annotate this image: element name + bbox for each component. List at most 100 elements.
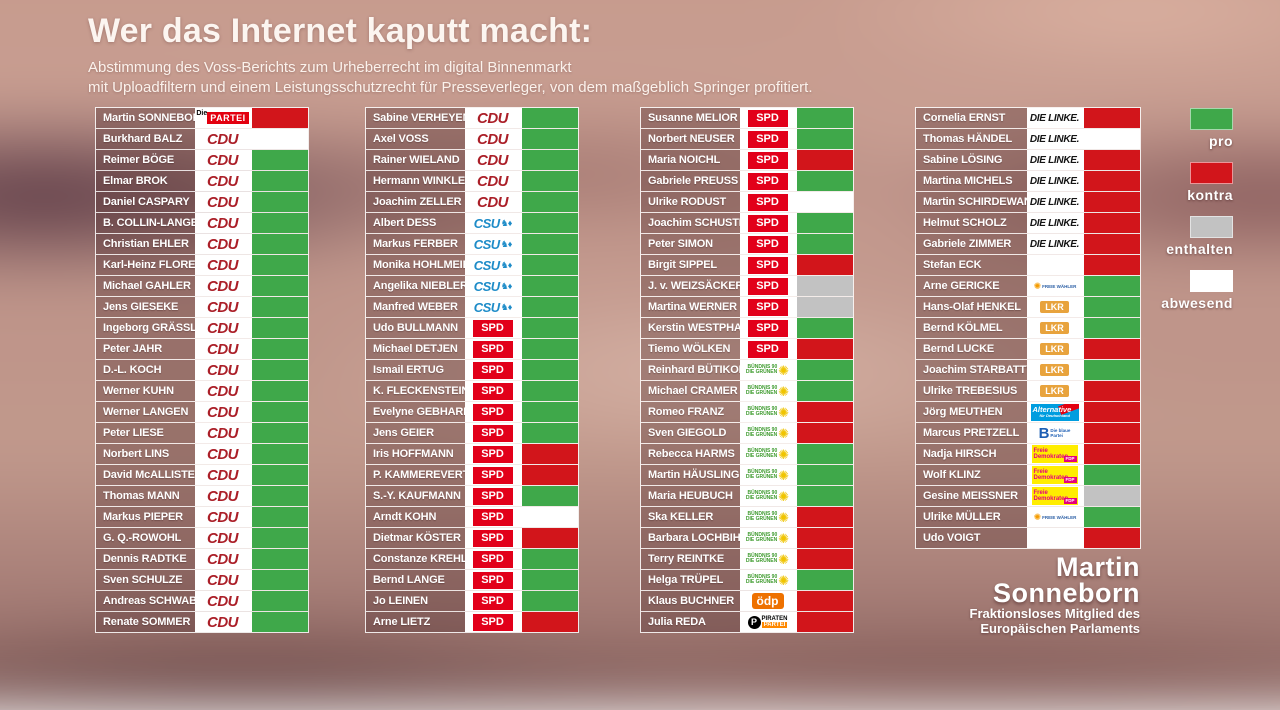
mep-row: Thomas MANN CDU [96, 486, 308, 507]
spd-logo: SPD [740, 129, 795, 149]
vote-cell-pro [520, 108, 578, 128]
vote-cell-kontra [1082, 339, 1140, 359]
vote-cell-kontra [520, 444, 578, 464]
vote-cell-pro [795, 129, 853, 149]
mep-row: Michael CRAMER BÜNDNIS 90 DIE GRÜNEN ✺ [641, 381, 853, 402]
vote-cell-pro [520, 255, 578, 275]
mep-name: Ulrike TREBESIUS [916, 381, 1027, 401]
cdu-logo: CDU [195, 444, 250, 464]
vote-cell-pro [520, 486, 578, 506]
mep-name: B. COLLIN-LANGEN [96, 213, 195, 233]
mep-row: Albert DESS CSU ♞♦ [366, 213, 578, 234]
cdu-logo: CDU [195, 486, 250, 506]
mep-row: Joachim STARBATTY LKR [916, 360, 1140, 381]
mep-name: Martin SONNEBORN [96, 108, 195, 128]
cdu-logo: CDU [195, 234, 250, 254]
mep-name: Cornelia ERNST [916, 108, 1027, 128]
cdu-logo: CDU [195, 213, 250, 233]
mep-row: Joachim SCHUSTERSPD [641, 213, 853, 234]
gruene-logo: BÜNDNIS 90 DIE GRÜNEN ✺ [740, 528, 795, 548]
vote-cell-pro [250, 549, 308, 569]
mep-row: Terry REINTKE BÜNDNIS 90 DIE GRÜNEN ✺ [641, 549, 853, 570]
mep-row: Thomas HÄNDEL DIE LINKE. [916, 129, 1140, 150]
mep-name: Dennis RADTKE [96, 549, 195, 569]
vote-cell-pro [250, 570, 308, 590]
spd-logo: SPD [465, 465, 520, 485]
cdu-logo: CDU [195, 360, 250, 380]
mep-name: Werner LANGEN [96, 402, 195, 422]
mep-name: Werner KUHN [96, 381, 195, 401]
mep-row: Werner LANGEN CDU [96, 402, 308, 423]
legend-swatch-kontra [1190, 162, 1233, 184]
vote-cell-kontra [520, 528, 578, 548]
vote-cell-kontra [520, 612, 578, 632]
mep-name: Norbert NEUSER [641, 129, 740, 149]
mep-name: Martin SCHIRDEWAN [916, 192, 1027, 212]
cdu-logo: CDU [195, 150, 250, 170]
mep-name: Birgit SIPPEL [641, 255, 740, 275]
cdu-logo: CDU [195, 423, 250, 443]
mep-name: Andreas SCHWAB [96, 591, 195, 611]
mep-row: Arndt KOHN SPD [366, 507, 578, 528]
mep-name: Helga TRÜPEL [641, 570, 740, 590]
cdu-logo: CDU [195, 549, 250, 569]
vote-cell-pro [520, 591, 578, 611]
vote-cell-pro [795, 213, 853, 233]
mep-row: Romeo FRANZ BÜNDNIS 90 DIE GRÜNEN ✺ [641, 402, 853, 423]
mep-row: K. FLECKENSTEIN SPD [366, 381, 578, 402]
vote-column-4: Cornelia ERNST DIE LINKE. Thomas HÄNDEL DIE… [915, 107, 1141, 549]
vote-cell-pro [1082, 276, 1140, 296]
cdu-logo: CDU [195, 339, 250, 359]
mep-row: Dennis RADTKE CDU [96, 549, 308, 570]
spd-logo: SPD [465, 549, 520, 569]
mep-name: Gabriele ZIMMER [916, 234, 1027, 254]
mep-name: Sven SCHULZE [96, 570, 195, 590]
cdu-logo: CDU [195, 591, 250, 611]
mep-row: Renate SOMMER CDU [96, 612, 308, 632]
vote-cell-pro [250, 465, 308, 485]
vote-cell-kontra [1082, 255, 1140, 275]
mep-row: Monika HOHLMEIERCSU♞♦ [366, 255, 578, 276]
mep-name: Reinhard BÜTIKOFER [641, 360, 740, 380]
mep-row: Martin SCHIRDEWAN DIE LINKE. [916, 192, 1140, 213]
vote-cell-pro [250, 402, 308, 422]
mep-row: Karl-Heinz FLORENZCDU [96, 255, 308, 276]
gruene-logo: BÜNDNIS 90 DIE GRÜNEN ✺ [740, 402, 795, 422]
spd-logo: SPD [465, 591, 520, 611]
cdu-logo: CDU [195, 318, 250, 338]
vote-cell-kontra [1082, 423, 1140, 443]
mep-name: Albert DESS [366, 213, 465, 233]
linke-logo: DIE LINKE. [1027, 192, 1082, 212]
mep-row: Susanne MELIOR SPD [641, 108, 853, 129]
mep-name: Peter JAHR [96, 339, 195, 359]
partei-logo: Die PARTEI [195, 108, 250, 128]
vote-cell-kontra [520, 465, 578, 485]
mep-name: Angelika NIEBLER [366, 276, 465, 296]
mep-row: Jens GEIER SPD [366, 423, 578, 444]
vote-column-1: Martin SONNEBORNDiePARTEIBurkhard BALZCD… [95, 107, 309, 633]
cdu-logo: CDU [195, 507, 250, 527]
gruene-logo: BÜNDNIS 90 DIE GRÜNEN ✺ [740, 486, 795, 506]
mep-row: S.-Y. KAUFMANN SPD [366, 486, 578, 507]
mep-row: Nadja HIRSCH Freie Demokraten FDP [916, 444, 1140, 465]
vote-cell-pro [1082, 507, 1140, 527]
mep-row: Christian EHLER CDU [96, 234, 308, 255]
mep-row: Sabine LÖSING DIE LINKE. [916, 150, 1140, 171]
mep-name: Michael GAHLER [96, 276, 195, 296]
mep-row: Bernd KÖLMEL LKR [916, 318, 1140, 339]
mep-row: Manfred WEBER CSU ♞♦ [366, 297, 578, 318]
cdu-logo: CDU [465, 192, 520, 212]
vote-cell-kontra [1082, 213, 1140, 233]
vote-cell-pro [520, 150, 578, 170]
vote-cell-pro [250, 528, 308, 548]
mep-name: Ska KELLER [641, 507, 740, 527]
mep-row: Gesine MEISSNER Freie Demokraten FDP [916, 486, 1140, 507]
mep-name: Jens GEIER [366, 423, 465, 443]
vote-cell-pro [795, 444, 853, 464]
mep-row: Martin SONNEBORNDiePARTEI [96, 108, 308, 129]
mep-name: S.-Y. KAUFMANN [366, 486, 465, 506]
vote-cell-pro [520, 549, 578, 569]
mep-name: Joachim SCHUSTER [641, 213, 740, 233]
lkr-logo: LKR [1027, 360, 1082, 380]
mep-name: Maria NOICHL [641, 150, 740, 170]
